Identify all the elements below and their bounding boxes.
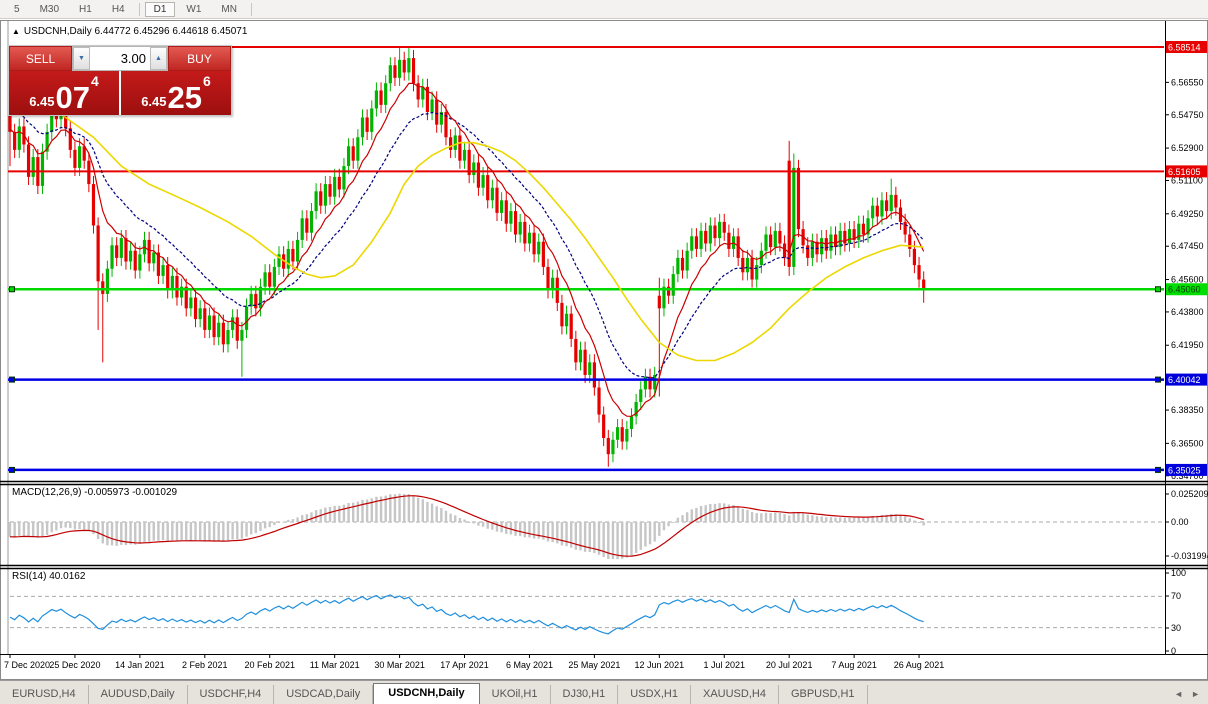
svg-text:20 Jul 2021: 20 Jul 2021 — [766, 660, 813, 670]
buy-price-prefix: 6.45 — [141, 94, 167, 109]
svg-text:12 Jun 2021: 12 Jun 2021 — [635, 660, 685, 670]
svg-text:6.51100: 6.51100 — [1171, 175, 1203, 185]
volume-increase-icon[interactable]: ▲ — [150, 47, 167, 70]
timeframe-button-mn[interactable]: MN — [221, 3, 237, 15]
svg-text:6 May 2021: 6 May 2021 — [506, 660, 553, 670]
chart-tab-usdcnh[interactable]: USDCNH,Daily — [373, 683, 480, 704]
tab-scroll-right-icon[interactable]: ► — [1191, 689, 1200, 699]
svg-text:6.49250: 6.49250 — [1171, 209, 1204, 219]
timeframe-toolbar: 5 M30 H1 H4 D1 W1 MN — [0, 0, 1208, 19]
buy-price-pip: 6 — [203, 73, 211, 89]
svg-text:6.41950: 6.41950 — [1171, 340, 1204, 350]
svg-text:30 Mar 2021: 30 Mar 2021 — [374, 660, 425, 670]
svg-text:7 Aug 2021: 7 Aug 2021 — [831, 660, 877, 670]
timeframe-button-w1[interactable]: W1 — [186, 3, 202, 15]
svg-text:30: 30 — [1171, 623, 1181, 633]
svg-text:6.47450: 6.47450 — [1171, 241, 1204, 251]
svg-text:25 Dec 2020: 25 Dec 2020 — [49, 660, 100, 670]
tab-scroll-arrows: ◄ ► — [1174, 689, 1208, 704]
svg-text:6.56550: 6.56550 — [1171, 77, 1204, 87]
svg-text:6.40042: 6.40042 — [1168, 375, 1201, 385]
collapse-triangle-icon[interactable]: ▲ — [12, 27, 20, 36]
volume-decrease-icon[interactable]: ▼ — [73, 47, 90, 70]
macd-indicator-label: MACD(12,26,9) -0.005973 -0.001029 — [12, 487, 178, 498]
svg-text:11 Mar 2021: 11 Mar 2021 — [310, 660, 360, 670]
svg-text:6.35025: 6.35025 — [1168, 465, 1201, 475]
svg-text:7 Dec 2020: 7 Dec 2020 — [4, 660, 50, 670]
timeframe-button-d1[interactable]: D1 — [144, 1, 176, 17]
chart-tab-audusd[interactable]: AUDUSD,Daily — [89, 685, 188, 704]
toolbar-divider — [250, 2, 252, 16]
chart-tab-usdcad[interactable]: USDCAD,Daily — [274, 685, 374, 704]
sell-price-display[interactable]: 6.45 07 4 — [9, 71, 119, 115]
svg-text:0: 0 — [1171, 646, 1176, 656]
buy-price-big: 25 — [167, 79, 202, 115]
svg-text:6.45600: 6.45600 — [1171, 275, 1204, 285]
timeframe-button-h4[interactable]: H4 — [111, 3, 125, 15]
chart-tab-xauusd[interactable]: XAUUSD,H4 — [691, 685, 779, 704]
svg-text:6.45060: 6.45060 — [1168, 285, 1201, 295]
timeframe-button-5[interactable]: 5 — [14, 3, 20, 15]
chart-tab-usdchf[interactable]: USDCHF,H4 — [188, 685, 275, 704]
sell-price-pip: 4 — [91, 73, 99, 89]
chart-tab-dj30[interactable]: DJ30,H1 — [551, 685, 619, 704]
svg-text:14 Jan 2021: 14 Jan 2021 — [115, 660, 165, 670]
symbol-quote-text: USDCNH,Daily 6.44772 6.45296 6.44618 6.4… — [23, 26, 248, 37]
volume-input[interactable] — [90, 47, 150, 70]
rsi-indicator-label: RSI(14) 40.0162 — [12, 571, 86, 582]
svg-text:6.52900: 6.52900 — [1171, 143, 1204, 153]
sell-price-prefix: 6.45 — [29, 94, 55, 109]
tab-scroll-left-icon[interactable]: ◄ — [1174, 689, 1184, 699]
svg-text:20 Feb 2021: 20 Feb 2021 — [244, 660, 295, 670]
one-click-trade-panel: SELL ▼ ▲ BUY 6.45 07 4 6.45 25 6 — [8, 45, 232, 116]
timeframe-button-m30[interactable]: M30 — [39, 3, 60, 15]
svg-text:6.36500: 6.36500 — [1171, 438, 1204, 448]
buy-button[interactable]: BUY — [168, 46, 231, 71]
chart-tab-ukoil[interactable]: UKOil,H1 — [480, 685, 551, 704]
chart-tab-usdx[interactable]: USDX,H1 — [618, 685, 691, 704]
volume-control: ▼ ▲ — [72, 46, 168, 71]
svg-text:70: 70 — [1171, 591, 1181, 601]
svg-text:6.58514: 6.58514 — [1168, 43, 1201, 53]
sell-price-big: 07 — [55, 79, 90, 115]
svg-text:1 Jul 2021: 1 Jul 2021 — [703, 660, 745, 670]
buy-price-display[interactable]: 6.45 25 6 — [121, 71, 231, 115]
svg-text:6.54750: 6.54750 — [1171, 110, 1204, 120]
toolbar-divider — [138, 2, 140, 16]
svg-text:26 Aug 2021: 26 Aug 2021 — [894, 660, 945, 670]
svg-text:6.43800: 6.43800 — [1171, 307, 1204, 317]
svg-text:17 Apr 2021: 17 Apr 2021 — [440, 660, 489, 670]
svg-text:0.00: 0.00 — [1171, 517, 1189, 527]
svg-text:6.38350: 6.38350 — [1171, 405, 1204, 415]
svg-text:6.51605: 6.51605 — [1168, 167, 1201, 177]
chart-tab-eurusd[interactable]: EURUSD,H4 — [0, 685, 89, 704]
symbol-info: ▲ USDCNH,Daily 6.44772 6.45296 6.44618 6.… — [12, 26, 247, 37]
sell-button[interactable]: SELL — [9, 46, 72, 71]
timeframe-button-h1[interactable]: H1 — [79, 3, 92, 15]
svg-text:0.025209: 0.025209 — [1171, 489, 1208, 499]
svg-text:-0.031994: -0.031994 — [1171, 551, 1208, 561]
svg-text:25 May 2021: 25 May 2021 — [568, 660, 620, 670]
chart-tab-gbpusd[interactable]: GBPUSD,H1 — [779, 685, 868, 704]
chart-tabs-bar: EURUSD,H4 AUDUSD,Daily USDCHF,H4 USDCAD,Dai… — [0, 680, 1208, 704]
svg-text:100: 100 — [1171, 568, 1186, 578]
svg-text:2 Feb 2021: 2 Feb 2021 — [182, 660, 228, 670]
